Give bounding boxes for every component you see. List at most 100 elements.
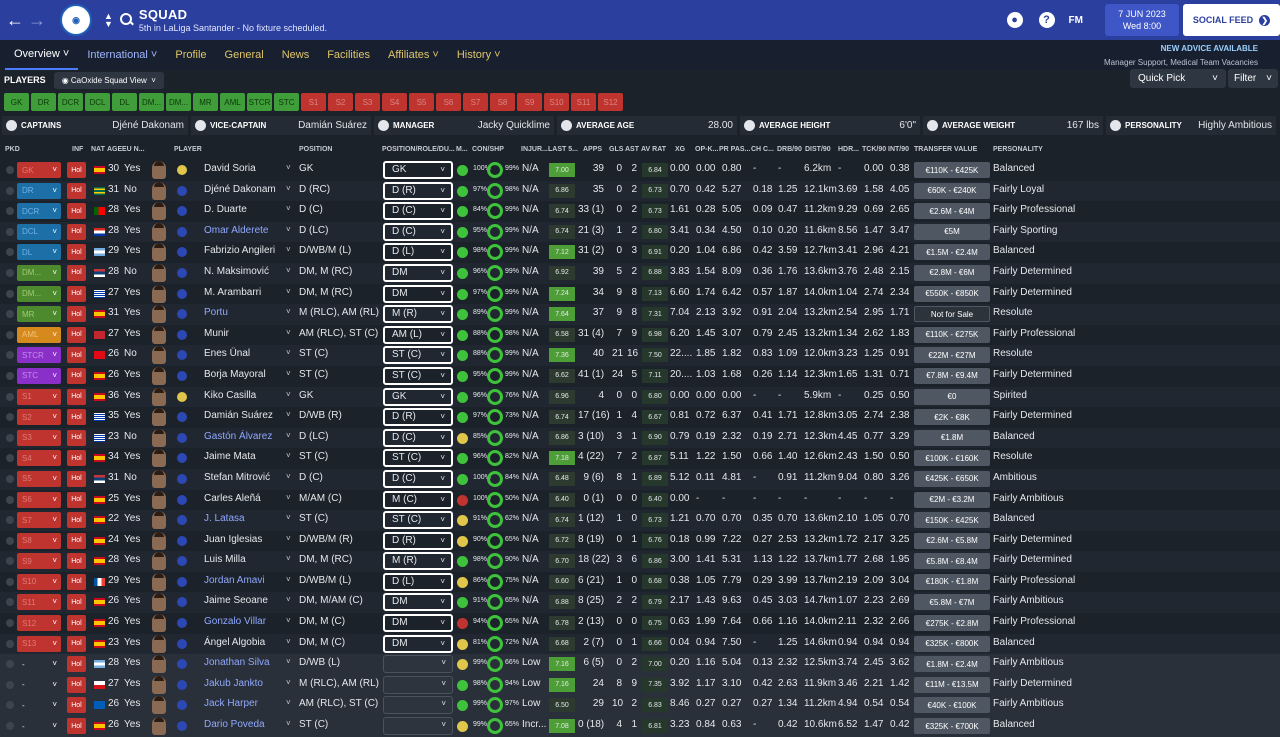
pick-checkbox[interactable] bbox=[6, 207, 14, 216]
search-icon[interactable] bbox=[119, 12, 135, 28]
player-menu-chevron-icon[interactable]: ˅ bbox=[286, 265, 291, 275]
squad-position-selector[interactable]: DM... ˅ bbox=[17, 285, 61, 302]
transfer-value[interactable]: €40K - €100K bbox=[914, 697, 990, 714]
player-menu-chevron-icon[interactable]: ˅ bbox=[286, 348, 291, 358]
col-int[interactable]: INT/90 bbox=[888, 146, 910, 153]
player-name-link[interactable]: Borja Mayoral bbox=[204, 368, 266, 380]
col-inf[interactable]: INF bbox=[72, 146, 84, 153]
player-menu-chevron-icon[interactable]: ˅ bbox=[286, 224, 291, 234]
transfer-value[interactable]: €5M bbox=[914, 223, 990, 240]
help-icon[interactable]: ? bbox=[1038, 12, 1055, 28]
player-menu-chevron-icon[interactable]: ˅ bbox=[286, 616, 291, 626]
position-chip[interactable]: S9 bbox=[517, 93, 542, 111]
squad-position-selector[interactable]: - ˅ bbox=[17, 697, 61, 713]
pick-checkbox[interactable] bbox=[6, 227, 14, 236]
transfer-value[interactable]: €180K - €1.8M bbox=[914, 573, 990, 590]
tab-overview[interactable]: Overview ˅ bbox=[5, 40, 79, 70]
position-chip[interactable]: MR bbox=[193, 93, 218, 111]
transfer-value[interactable]: €150K - €425K bbox=[914, 512, 990, 529]
transfer-value[interactable]: €110K - €275K bbox=[914, 326, 990, 343]
role-selector[interactable]: DM ˅ bbox=[383, 284, 453, 303]
player-menu-chevron-icon[interactable]: ˅ bbox=[286, 574, 291, 584]
table-row[interactable]: STCR ˅ Hol 26 No Enes Ünal ˅ ST (C) ST (C) ˅ 88% 99… bbox=[0, 345, 1280, 366]
pick-checkbox[interactable] bbox=[6, 392, 14, 401]
tab-profile[interactable]: Profile bbox=[175, 49, 207, 61]
table-row[interactable]: GK ˅ Hol 30 Yes David Soria ˅ GK GK ˅ 100% 99% N/A 7.… bbox=[0, 160, 1280, 181]
table-row[interactable]: S6 ˅ Hol 25 Yes Carles Aleñá ˅ M/AM (C) M (C) ˅ 10… bbox=[0, 490, 1280, 511]
squad-position-selector[interactable]: DL ˅ bbox=[17, 244, 61, 261]
role-selector[interactable]: AM (L) ˅ bbox=[383, 325, 453, 344]
role-selector[interactable]: M (C) ˅ bbox=[383, 490, 453, 509]
squad-position-selector[interactable]: S13 ˅ bbox=[17, 635, 61, 652]
position-chip[interactable]: AML bbox=[220, 93, 245, 111]
table-row[interactable]: S11 ˅ Hol 26 Yes Jaime Seoane ˅ DM, M/AM (C) DM ˅… bbox=[0, 592, 1280, 614]
col-transfer-value[interactable]: TRANSFER VALUE bbox=[914, 146, 978, 153]
player-name-link[interactable]: Jonathan Silva bbox=[204, 657, 270, 669]
col-morale[interactable]: M... bbox=[456, 146, 468, 153]
table-row[interactable]: - ˅ Hol 28 Yes Jonathan Silva ˅ D/WB (L) ˅ 99% 66%… bbox=[0, 654, 1280, 675]
manager-box[interactable]: MANAGER Jacky Quicklime bbox=[374, 116, 554, 135]
player-menu-chevron-icon[interactable]: ˅ bbox=[286, 636, 291, 646]
player-menu-chevron-icon[interactable]: ˅ bbox=[286, 307, 291, 317]
player-name-link[interactable]: Juan Iglesias bbox=[204, 533, 263, 545]
transfer-value[interactable]: €2M - €3.2M bbox=[914, 491, 990, 508]
transfer-value[interactable]: €110K - €425K bbox=[914, 162, 990, 178]
pick-checkbox[interactable] bbox=[6, 680, 14, 689]
squad-position-selector[interactable]: DR ˅ bbox=[17, 182, 61, 199]
filter-button[interactable]: Filter ˅ bbox=[1228, 69, 1278, 88]
squad-position-selector[interactable]: S4 ˅ bbox=[17, 450, 61, 467]
player-menu-chevron-icon[interactable]: ˅ bbox=[286, 471, 291, 481]
table-row[interactable]: S3 ˅ Hol 23 No Gastón Álvarez ˅ D (LC) D (C) ˅ 85%… bbox=[0, 427, 1280, 449]
role-selector[interactable]: D (C) ˅ bbox=[383, 469, 453, 488]
col-eu[interactable]: EU N... bbox=[122, 146, 145, 153]
player-menu-chevron-icon[interactable]: ˅ bbox=[286, 410, 291, 420]
squad-position-selector[interactable]: STCR ˅ bbox=[17, 347, 61, 364]
pick-checkbox[interactable] bbox=[6, 598, 14, 607]
role-selector[interactable]: ˅ bbox=[383, 696, 453, 715]
role-selector[interactable]: ˅ bbox=[383, 675, 453, 694]
position-chip[interactable]: DCR bbox=[58, 93, 83, 111]
transfer-value[interactable]: Not for Sale bbox=[914, 306, 990, 323]
tab-news[interactable]: News bbox=[281, 49, 310, 61]
pick-checkbox[interactable] bbox=[6, 330, 14, 339]
position-chip[interactable]: S12 bbox=[598, 93, 623, 111]
pick-checkbox[interactable] bbox=[6, 536, 14, 545]
squad-position-selector[interactable]: MR ˅ bbox=[17, 306, 61, 323]
role-selector[interactable]: DM ˅ bbox=[383, 634, 453, 653]
role-selector[interactable]: ST (C) ˅ bbox=[383, 449, 453, 468]
table-row[interactable]: - ˅ Hol 27 Yes Jakub Jankto ˅ M (RLC), AM (RL) ˅… bbox=[0, 674, 1280, 696]
squad-position-selector[interactable]: STC ˅ bbox=[17, 367, 61, 384]
position-chip[interactable]: GK bbox=[4, 93, 29, 111]
role-selector[interactable]: D (C) ˅ bbox=[383, 222, 453, 241]
squad-position-selector[interactable]: - ˅ bbox=[17, 677, 61, 693]
transfer-value[interactable]: €5.8M - €8.4M bbox=[914, 553, 990, 570]
position-chip[interactable]: S2 bbox=[328, 93, 353, 111]
position-chip[interactable]: S11 bbox=[571, 93, 596, 111]
transfer-value[interactable]: €275K - €2.8M bbox=[914, 615, 990, 632]
col-last5[interactable]: LAST 5... bbox=[548, 146, 578, 153]
player-menu-chevron-icon[interactable]: ˅ bbox=[286, 657, 291, 667]
player-name-link[interactable]: J. Latasa bbox=[204, 513, 245, 525]
club-logo[interactable]: ◉ bbox=[60, 4, 92, 36]
transfer-value[interactable]: €425K - €650K bbox=[914, 470, 990, 487]
squad-position-selector[interactable]: S11 ˅ bbox=[17, 594, 61, 611]
transfer-value[interactable]: €60K - €240K bbox=[914, 182, 990, 199]
pick-checkbox[interactable] bbox=[6, 639, 14, 648]
pick-checkbox[interactable] bbox=[6, 433, 14, 442]
col-opk[interactable]: OP-K... bbox=[695, 146, 719, 153]
player-name-link[interactable]: Jakub Jankto bbox=[204, 677, 263, 689]
captain-box[interactable]: CAPTAINS Djéné Dakonam bbox=[2, 116, 188, 135]
col-dist[interactable]: DIST/90 bbox=[805, 146, 831, 153]
role-selector[interactable]: ˅ bbox=[383, 655, 453, 674]
transfer-value[interactable]: €2.8M - €6M bbox=[914, 264, 990, 281]
table-row[interactable]: DCR ˅ Hol 28 Yes D. Duarte ˅ D (C) D (C) ˅ 84% 99% N… bbox=[0, 201, 1280, 222]
col-chc[interactable]: CH C... bbox=[751, 146, 774, 153]
tab-affiliates[interactable]: Affiliates ˅ bbox=[388, 49, 439, 61]
position-chip[interactable]: S5 bbox=[409, 93, 434, 111]
transfer-value[interactable]: €2.6M - €4M bbox=[914, 203, 990, 220]
role-selector[interactable]: DM ˅ bbox=[383, 614, 453, 633]
player-name-link[interactable]: Jack Harper bbox=[204, 698, 258, 710]
role-selector[interactable]: ST (C) ˅ bbox=[383, 346, 453, 365]
player-menu-chevron-icon[interactable]: ˅ bbox=[286, 286, 291, 296]
transfer-value[interactable]: €1.8M - €2.4M bbox=[914, 656, 990, 673]
